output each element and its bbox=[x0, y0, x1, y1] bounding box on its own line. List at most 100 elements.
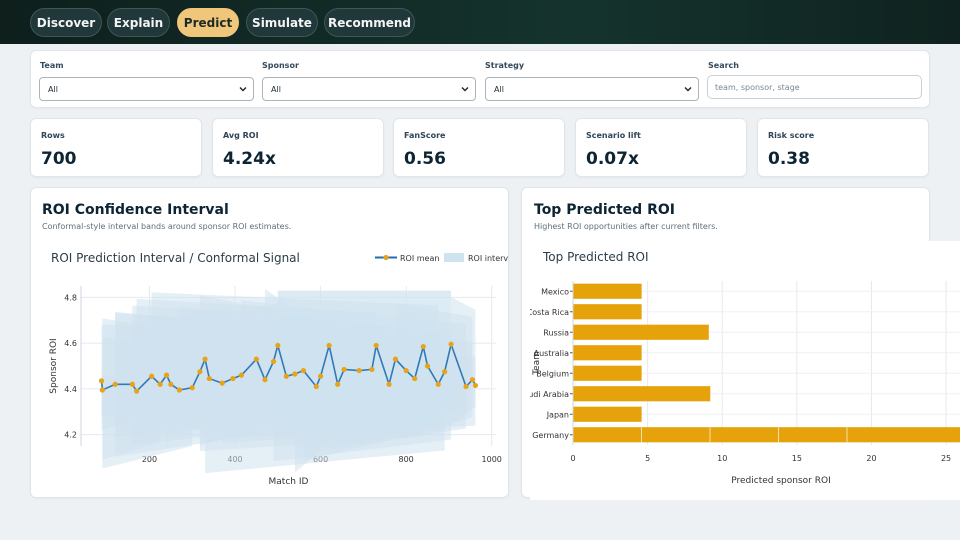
roi-mean-point bbox=[386, 381, 392, 387]
legend-band-swatch bbox=[444, 253, 464, 262]
kpi-value: 0.38 bbox=[768, 149, 810, 169]
roi-mean-point bbox=[176, 387, 183, 393]
y-tick-label: Mexico bbox=[541, 287, 569, 296]
y-tick-label: Australia bbox=[534, 349, 569, 358]
roi-mean-point bbox=[341, 366, 347, 373]
bar bbox=[573, 386, 711, 402]
interval-band-core bbox=[277, 290, 452, 426]
legend-label: ROI interval bbox=[468, 254, 508, 263]
roi-mean-point bbox=[230, 375, 236, 382]
team-select[interactable]: All bbox=[39, 77, 254, 101]
roi-mean-point bbox=[275, 342, 281, 349]
chevron-down-icon bbox=[684, 87, 692, 92]
y-axis-title: Sponsor ROI bbox=[49, 338, 59, 393]
panel-subtitle: Conformal-style interval bands around sp… bbox=[42, 222, 292, 231]
roi-mean-point bbox=[197, 369, 203, 375]
strategy-select[interactable]: All bbox=[485, 77, 699, 101]
x-axis-title: Predicted sponsor ROI bbox=[731, 476, 830, 486]
roi-mean-point bbox=[435, 381, 441, 387]
roi-mean-point bbox=[469, 377, 476, 383]
roi-mean-point bbox=[424, 363, 431, 369]
panel-subtitle: Highest ROI opportunities after current … bbox=[534, 222, 718, 231]
roi-mean-point bbox=[373, 342, 379, 349]
kpi-scenario-lift: Scenario lift 0.07x bbox=[575, 118, 747, 177]
roi-mean-point bbox=[403, 367, 409, 374]
roi-mean-point bbox=[270, 358, 277, 365]
roi-mean-point bbox=[292, 371, 298, 377]
roi-mean-point bbox=[448, 341, 454, 347]
legend-point-swatch bbox=[383, 254, 389, 261]
legend-box bbox=[371, 250, 508, 265]
kpi-value: 700 bbox=[41, 149, 77, 169]
roi-mean-point bbox=[412, 375, 418, 382]
roi-mean-point bbox=[134, 388, 140, 394]
y-tick-label: Saudi Arabia bbox=[530, 390, 569, 399]
kpi-risk-score: Risk score 0.38 bbox=[757, 118, 929, 177]
kpi-rows: Rows 700 bbox=[30, 118, 202, 177]
roi-mean-point bbox=[317, 373, 324, 379]
strategy-select-value: All bbox=[494, 84, 504, 94]
roi-mean-point bbox=[168, 381, 174, 387]
chart-title: Top Predicted ROI bbox=[543, 250, 649, 264]
kpi-value: 4.24x bbox=[223, 149, 276, 169]
roi-mean-point bbox=[313, 383, 319, 390]
chevron-down-icon bbox=[239, 87, 247, 92]
kpi-fanscore: FanScore 0.56 bbox=[393, 118, 565, 177]
y-tick-label: Germany bbox=[532, 431, 569, 440]
x-tick-label: 5 bbox=[645, 454, 650, 463]
roi-mean-point bbox=[202, 356, 208, 362]
bar bbox=[573, 304, 642, 320]
strategy-filter-label: Strategy bbox=[485, 61, 525, 70]
bar-chart-overlay: Top Predicted ROI 0 5 10 15 20 25 Mexico Costa … bbox=[530, 241, 960, 500]
x-tick-label: 10 bbox=[717, 454, 727, 463]
bar bbox=[573, 406, 642, 422]
bar bbox=[573, 365, 642, 381]
tab-predict[interactable]: Predict bbox=[177, 8, 239, 37]
panel-title: ROI Confidence Interval bbox=[42, 202, 229, 218]
roi-mean-point bbox=[148, 373, 155, 379]
kpi-label: Scenario lift bbox=[586, 131, 641, 140]
panel-title: Top Predicted ROI bbox=[534, 202, 675, 218]
roi-mean-point bbox=[300, 367, 307, 374]
tab-simulate[interactable]: Simulate bbox=[246, 8, 318, 37]
team-select-value: All bbox=[48, 84, 58, 94]
x-tick-label: 1000 bbox=[482, 455, 502, 464]
x-tick-label: 0 bbox=[570, 454, 575, 463]
kpi-label: FanScore bbox=[404, 131, 446, 140]
x-tick-label: 200 bbox=[142, 455, 157, 464]
roi-mean-point bbox=[463, 383, 469, 390]
bar bbox=[573, 324, 709, 340]
y-tick-label: Japan bbox=[546, 410, 569, 419]
roi-mean-point bbox=[253, 356, 260, 362]
x-tick-label: 20 bbox=[866, 454, 876, 463]
roi-mean-point bbox=[163, 372, 170, 378]
tab-discover[interactable]: Discover bbox=[30, 8, 102, 37]
roi-mean-point bbox=[369, 366, 375, 373]
bar bbox=[573, 427, 960, 443]
x-axis-title: Match ID bbox=[269, 477, 309, 487]
kpi-label: Avg ROI bbox=[223, 131, 259, 140]
sponsor-select[interactable]: All bbox=[262, 77, 476, 101]
roi-mean-point bbox=[238, 372, 245, 378]
roi-mean-point bbox=[392, 356, 399, 362]
search-input[interactable]: team, sponsor, stage bbox=[707, 75, 922, 99]
roi-mean-point bbox=[112, 381, 118, 387]
top-nav: Discover Explain Predict Simulate Recomm… bbox=[0, 0, 960, 44]
roi-mean-point bbox=[129, 381, 135, 387]
sponsor-select-value: All bbox=[271, 84, 281, 94]
roi-mean-point bbox=[420, 343, 426, 350]
chevron-down-icon bbox=[461, 87, 469, 92]
roi-mean-point bbox=[99, 387, 105, 393]
tab-recommend[interactable]: Recommend bbox=[324, 8, 415, 37]
y-tick-label: 4.2 bbox=[64, 431, 77, 440]
kpi-value: 0.56 bbox=[404, 149, 446, 169]
tab-explain[interactable]: Explain bbox=[107, 8, 170, 37]
interval-band-segment bbox=[451, 296, 476, 426]
chart-title: ROI Prediction Interval / Conformal Sign… bbox=[51, 251, 300, 265]
team-filter-label: Team bbox=[40, 61, 64, 70]
x-tick-label: 15 bbox=[792, 454, 802, 463]
kpi-label: Rows bbox=[41, 131, 65, 140]
roi-mean-point bbox=[219, 380, 225, 386]
kpi-label: Risk score bbox=[768, 131, 815, 140]
